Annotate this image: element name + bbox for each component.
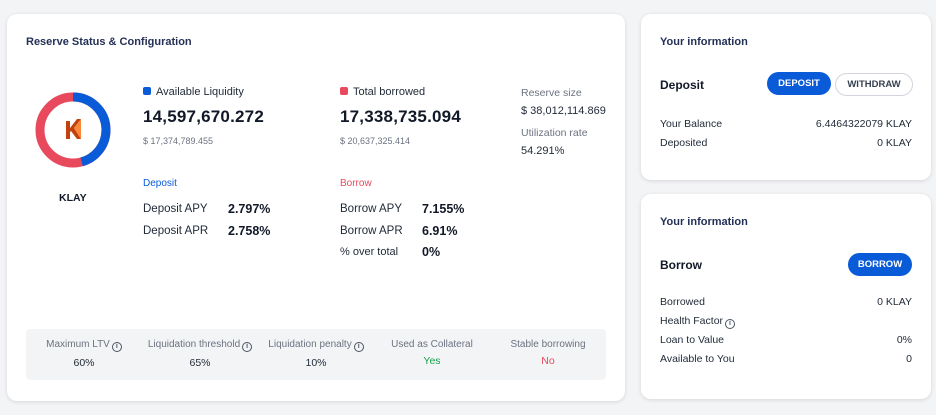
borrow-apy-label: Borrow APY — [340, 203, 402, 215]
info-icon[interactable]: i — [353, 342, 364, 352]
donut-available-arc — [35, 92, 111, 168]
deposited-label: Deposited — [660, 137, 708, 149]
utilization-rate-value: 54.291% — [521, 145, 565, 157]
liquidation-penalty-param: Liquidation penalty i 10% — [258, 339, 374, 369]
reserve-size-value: $ 38,012,114.869 — [521, 105, 606, 117]
deposit-info-title: Your information — [660, 36, 748, 48]
total-borrowed-usd: $ 20,637,325.414 — [340, 136, 411, 146]
borrowed-value: 0 KLAY — [877, 296, 912, 308]
available-liquidity-label: Available Liquidity — [143, 86, 244, 98]
available-liquidity-text: Available Liquidity — [156, 86, 244, 98]
info-icon[interactable]: i — [725, 319, 736, 329]
borrowed-legend-swatch — [340, 87, 348, 95]
loan-to-value-label: Loan to Value — [660, 334, 725, 346]
reserve-status-card: Reserve Status & Configuration KLAY Avai… — [7, 14, 625, 401]
withdraw-button[interactable]: WITHDRAW — [835, 73, 913, 96]
info-icon[interactable]: i — [111, 342, 122, 352]
maximum-ltv-value: 60% — [73, 357, 95, 369]
borrow-button[interactable]: BORROW — [848, 253, 912, 276]
borrow-apr-value: 6.91% — [422, 224, 458, 238]
deposit-button[interactable]: DEPOSIT — [767, 72, 831, 95]
reserve-size-label: Reserve size — [521, 87, 582, 99]
asset-symbol: KLAY — [59, 192, 87, 204]
reserve-status-title: Reserve Status & Configuration — [26, 36, 192, 48]
available-to-you-label: Available to You — [660, 353, 735, 365]
liquidation-threshold-param: Liquidation threshold i 65% — [142, 339, 258, 369]
maximum-ltv-param: Maximum LTV i 60% — [26, 339, 142, 369]
reserve-donut-chart — [35, 92, 111, 168]
over-total-value: 0% — [422, 245, 441, 259]
liquidation-penalty-value: 10% — [305, 357, 327, 369]
available-liquidity-value: 14,597,670.272 — [143, 107, 264, 126]
total-borrowed-value: 17,338,735.094 — [340, 107, 461, 126]
deposit-apy-label: Deposit APY — [143, 203, 208, 215]
used-as-collateral-label: Used as Collateral — [391, 339, 473, 350]
available-to-you-value: 0 — [906, 353, 912, 365]
total-borrowed-text: Total borrowed — [353, 86, 426, 98]
borrow-info-card: Your information Borrow BORROW Borrowed … — [641, 194, 931, 399]
maximum-ltv-label: Maximum LTV — [46, 339, 110, 350]
borrow-heading: Borrow — [660, 258, 702, 272]
borrowed-label: Borrowed — [660, 296, 705, 308]
used-as-collateral-value: Yes — [423, 355, 441, 367]
deposit-info-card: Your information Deposit DEPOSIT WITHDRA… — [641, 14, 931, 180]
deposit-heading: Deposit — [660, 78, 705, 92]
your-balance-label: Your Balance — [660, 118, 723, 130]
utilization-rate-label: Utilization rate — [521, 127, 588, 139]
deposit-section-heading: Deposit — [143, 178, 177, 189]
deposit-apy-value: 2.797% — [228, 202, 271, 216]
over-total-label: % over total — [340, 246, 399, 258]
stable-borrowing-label: Stable borrowing — [510, 339, 586, 350]
klay-logo — [59, 116, 87, 144]
liquidation-penalty-label: Liquidation penalty — [268, 339, 352, 350]
liquidation-threshold-value: 65% — [189, 357, 211, 369]
borrow-apr-label: Borrow APR — [340, 225, 403, 237]
health-factor-label: Health Factor i — [660, 315, 736, 329]
deposited-value: 0 KLAY — [877, 137, 912, 149]
your-balance-value: 6.4464322079 KLAY — [815, 118, 912, 130]
borrow-info-title: Your information — [660, 216, 748, 228]
borrow-apy-value: 7.155% — [422, 202, 465, 216]
available-legend-swatch — [143, 87, 151, 95]
used-as-collateral-param: Used as Collateral Yes — [374, 339, 490, 367]
health-factor-text: Health Factor — [660, 315, 724, 327]
available-liquidity-usd: $ 17,374,789.455 — [143, 136, 214, 146]
borrow-section-heading: Borrow — [340, 178, 372, 189]
deposit-apr-label: Deposit APR — [143, 225, 209, 237]
stable-borrowing-param: Stable borrowing No — [490, 339, 606, 367]
info-icon[interactable]: i — [242, 342, 253, 352]
liquidation-threshold-label: Liquidation threshold — [147, 339, 241, 350]
deposit-apr-value: 2.758% — [228, 224, 271, 238]
stable-borrowing-value: No — [541, 355, 555, 367]
total-borrowed-label: Total borrowed — [340, 86, 425, 98]
loan-to-value-value: 0% — [896, 334, 912, 346]
reserve-parameters-strip: Maximum LTV i 60% Liquidation threshold i … — [26, 329, 606, 380]
